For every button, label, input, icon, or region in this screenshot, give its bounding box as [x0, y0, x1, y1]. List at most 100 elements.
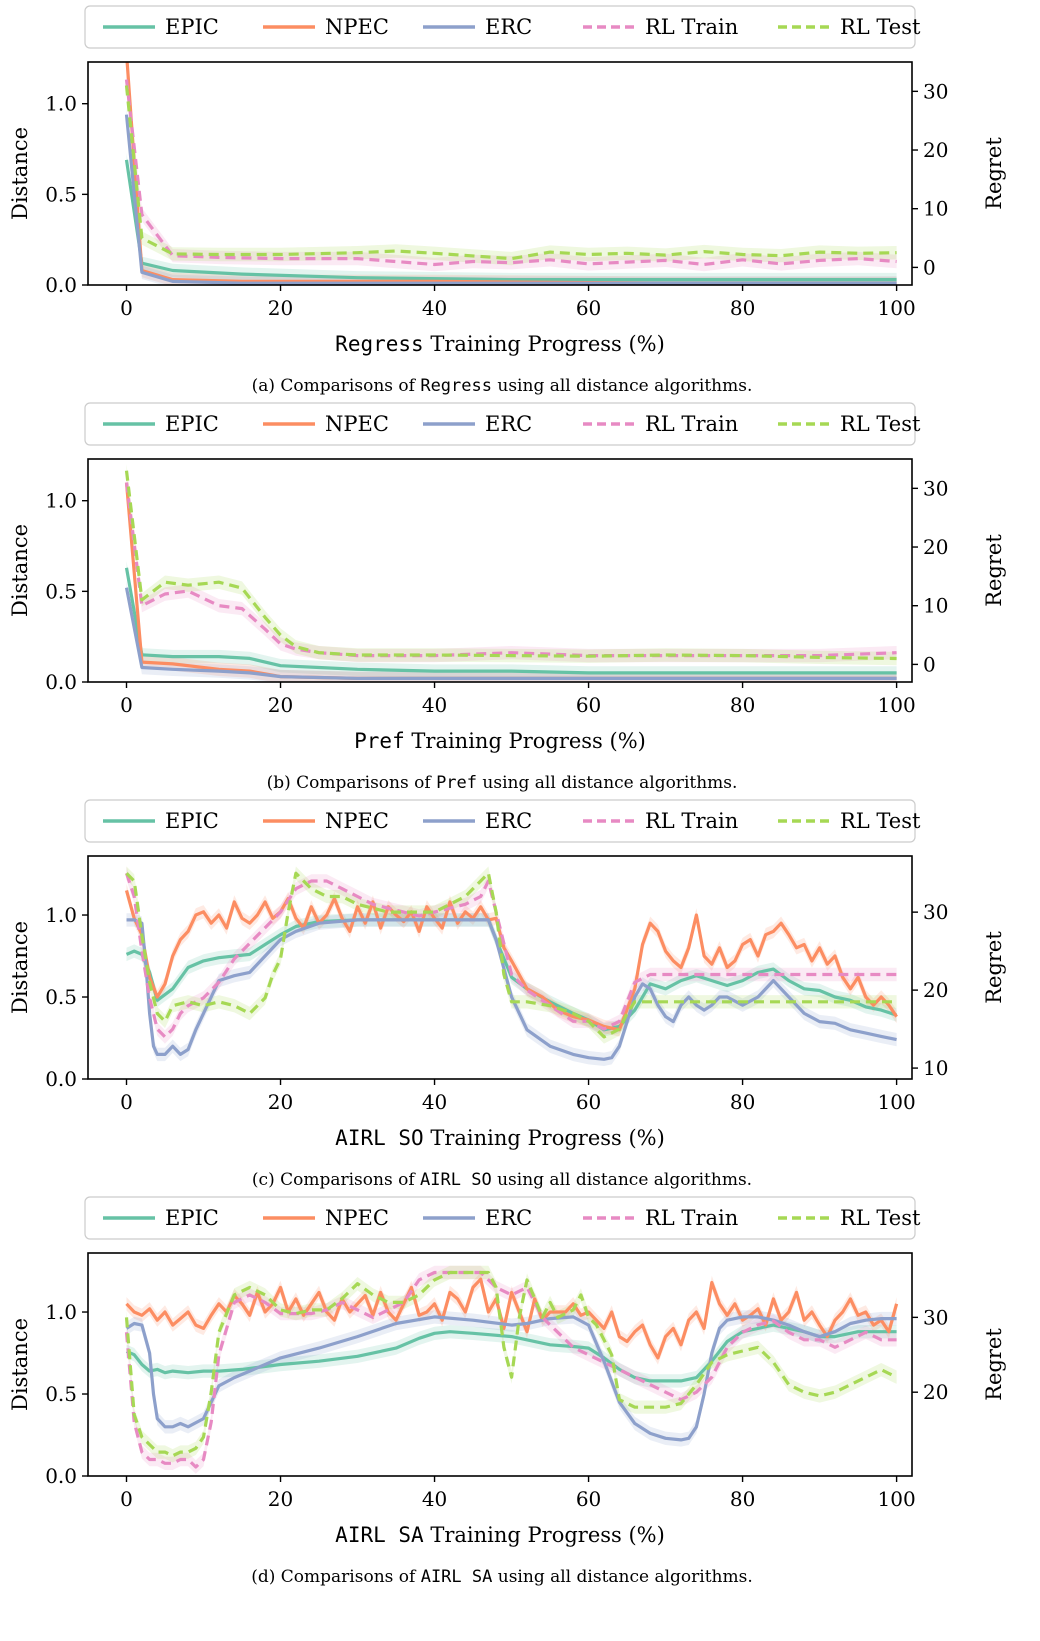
x-axis-label: AIRL SA Training Progress (%) — [335, 1523, 665, 1547]
series-line-erc — [126, 918, 897, 1061]
y-tick-label: 1.0 — [45, 903, 77, 927]
x-axis-label: Regress Training Progress (%) — [335, 332, 665, 356]
x-tick-label: 0 — [120, 296, 133, 320]
series-line-rl_train — [124, 79, 897, 267]
x-tick-label: 20 — [268, 1487, 293, 1511]
x-tick-label: 60 — [576, 693, 601, 717]
x-tick-label: 80 — [730, 1090, 755, 1114]
y-right-axis-label: Regret — [982, 931, 1006, 1004]
series-line-epic — [125, 1323, 897, 1383]
band-rl_train — [126, 1265, 897, 1474]
caption-suffix: using all distance algorithms. — [492, 376, 752, 396]
legend-label-rl_train: RL Train — [645, 1206, 738, 1230]
series-line-erc — [124, 587, 897, 680]
x-tick-label: 80 — [730, 693, 755, 717]
y-tick-label: 0.0 — [45, 273, 77, 297]
caption-suffix: using all distance algorithms. — [492, 1170, 752, 1190]
y-right-axis-label: Regret — [982, 1328, 1006, 1401]
x-tick-label: 60 — [576, 296, 601, 320]
legend-label-npec: NPEC — [325, 1206, 389, 1230]
legend-label-erc: ERC — [485, 412, 532, 436]
legend: EPIC NPEC ERC RL Train RL Test — [84, 1196, 921, 1240]
legend-label-rl_train: RL Train — [645, 809, 738, 833]
caption-prefix: (b) Comparisons of — [267, 773, 436, 793]
legend-label-epic: EPIC — [165, 1206, 219, 1230]
caption-code: AIRL SO — [420, 1170, 492, 1190]
series-line-epic — [124, 159, 897, 282]
caption-code: Regress — [420, 376, 492, 396]
band-npec — [126, 475, 897, 682]
band-rl_train — [126, 72, 897, 272]
legend-label-rl_train: RL Train — [645, 15, 738, 39]
x-tick-label: 20 — [268, 1090, 293, 1114]
x-tick-label: 40 — [422, 1487, 447, 1511]
y-right-axis-label: Regret — [982, 137, 1006, 210]
caption-code: AIRL SA — [421, 1567, 493, 1587]
y-right-tick-label: 0 — [923, 652, 936, 676]
x-axis-label-text: Training Progress (%) — [424, 1126, 665, 1150]
axes-frame — [87, 855, 913, 1080]
y-tick-label: 1.0 — [45, 92, 77, 116]
series-line-rl_test — [124, 85, 897, 261]
panel-d: EPIC NPEC ERC RL Train RL Test 0 20 40 60 80 100 0.… — [8, 1196, 1006, 1587]
y-right-tick-label: 30 — [923, 476, 948, 500]
axes-frame — [87, 1252, 913, 1477]
x-axis-label-text: Training Progress (%) — [424, 332, 665, 356]
axes-frame — [87, 458, 913, 683]
x-axis-label: Pref Training Progress (%) — [354, 729, 646, 753]
series-line-erc — [124, 114, 897, 285]
x-tick-label: 0 — [120, 1487, 133, 1511]
y-axis-label: Distance — [8, 921, 32, 1014]
axes-frame — [87, 61, 913, 286]
x-tick-label: 0 — [120, 693, 133, 717]
legend-label-erc: ERC — [485, 15, 532, 39]
band-epic — [126, 561, 897, 680]
legend: EPIC NPEC ERC RL Train RL Test — [84, 799, 921, 843]
y-right-tick-label: 30 — [923, 1305, 948, 1329]
x-tick-label: 0 — [120, 1090, 133, 1114]
legend-frame — [84, 1196, 916, 1240]
x-axis-label: AIRL SO Training Progress (%) — [335, 1126, 665, 1150]
y-tick-label: 0.0 — [45, 1464, 77, 1488]
x-tick-label: 100 — [878, 296, 916, 320]
legend-label-npec: NPEC — [325, 809, 389, 833]
legend: EPIC NPEC ERC RL Train RL Test — [84, 402, 921, 446]
series-line-npec — [125, 1277, 899, 1360]
x-tick-label: 40 — [422, 296, 447, 320]
y-tick-label: 0.5 — [45, 985, 77, 1009]
y-right-tick-label: 20 — [923, 978, 948, 1002]
legend-label-epic: EPIC — [165, 15, 219, 39]
series-line-rl_train — [124, 872, 897, 1039]
series-line-rl_train — [124, 482, 897, 658]
x-tick-label: 20 — [268, 693, 293, 717]
y-right-tick-label: 30 — [923, 900, 948, 924]
legend-label-rl_test: RL Test — [840, 809, 921, 833]
x-axis-label-code: Regress — [335, 332, 424, 356]
series-line-npec — [124, 889, 898, 1032]
band-rl_test — [126, 1265, 897, 1463]
legend-frame — [84, 799, 916, 843]
series-line-rl_test — [124, 470, 897, 661]
y-axis-label: Distance — [8, 127, 32, 220]
plot-area — [124, 62, 897, 285]
y-tick-label: 0.0 — [45, 1067, 77, 1091]
series-line-epic — [124, 567, 897, 675]
y-tick-label: 0.5 — [45, 579, 77, 603]
y-tick-label: 1.0 — [45, 489, 77, 513]
legend-label-rl_test: RL Test — [840, 412, 921, 436]
caption: (c) Comparisons of AIRL SO using all dis… — [252, 1170, 752, 1190]
band-rl_train — [126, 475, 897, 663]
series-line-rl_test — [125, 871, 897, 1039]
x-tick-label: 40 — [422, 693, 447, 717]
y-right-tick-label: 10 — [923, 1056, 948, 1080]
caption-suffix: using all distance algorithms. — [492, 1567, 752, 1587]
x-tick-label: 80 — [730, 296, 755, 320]
y-right-axis-label: Regret — [982, 534, 1006, 607]
y-tick-label: 0.5 — [45, 182, 77, 206]
legend-label-epic: EPIC — [165, 412, 219, 436]
plot-area — [124, 1265, 899, 1474]
caption: (b) Comparisons of Pref using all distan… — [267, 773, 738, 793]
